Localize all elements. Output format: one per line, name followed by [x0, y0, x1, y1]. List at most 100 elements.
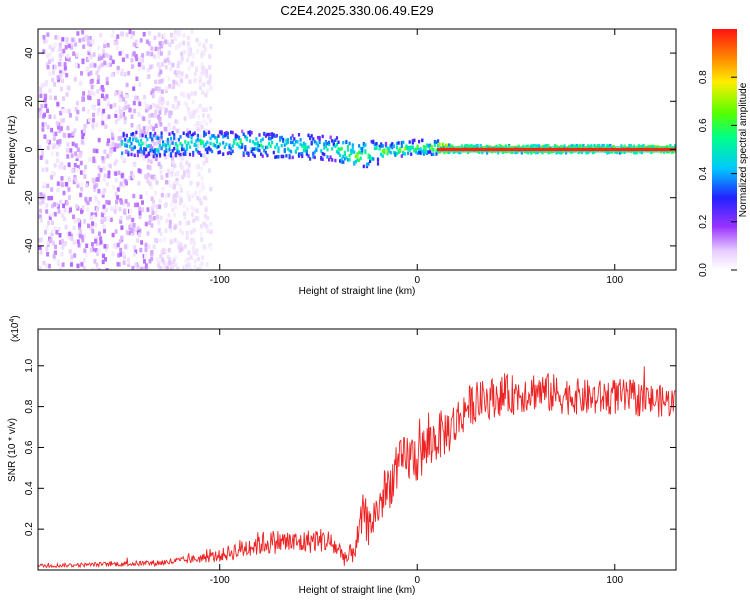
heatmap-cell — [601, 144, 604, 148]
heatmap-cell — [138, 206, 142, 211]
heatmap-cell — [367, 162, 370, 166]
heatmap-cell — [199, 232, 203, 237]
heatmap-cell — [131, 31, 135, 36]
heatmap-cell — [183, 244, 187, 249]
heatmap-cell — [249, 133, 252, 137]
heatmap-cell — [64, 182, 68, 187]
heatmap-cell — [165, 218, 169, 224]
heatmap-cell — [585, 150, 588, 155]
heatmap-cell — [96, 89, 100, 94]
heatmap-cell — [103, 188, 107, 193]
heatmap-cell — [290, 136, 293, 140]
heatmap-cell — [98, 231, 101, 236]
heatmap-cell — [242, 151, 245, 155]
heatmap-cell — [433, 139, 436, 144]
bottom-x-axis-label: Height of straight line (km) — [299, 585, 416, 596]
heatmap-cell — [196, 121, 200, 126]
heatmap-cell — [40, 103, 44, 109]
heatmap-cell — [142, 116, 146, 121]
heatmap-cell — [47, 140, 51, 145]
heatmap-cell — [89, 90, 93, 96]
heatmap-cell — [121, 151, 124, 155]
heatmap-cell — [169, 227, 173, 233]
heatmap-cell — [186, 41, 190, 46]
heatmap-cell — [125, 32, 129, 37]
heatmap-cell — [76, 218, 80, 223]
heatmap-cell — [149, 148, 152, 153]
heatmap-cell — [46, 183, 50, 189]
heatmap-cell — [674, 144, 676, 148]
heatmap-cell — [157, 86, 161, 92]
heatmap-cell — [301, 152, 304, 156]
heatmap-cell — [223, 134, 226, 138]
heatmap-cell — [116, 69, 120, 75]
heatmap-cell — [76, 31, 80, 36]
heatmap-cell — [66, 85, 70, 90]
heatmap-cell — [101, 190, 105, 195]
heatmap-cell — [226, 151, 229, 156]
heatmap-cell — [60, 126, 63, 131]
heatmap-cell — [236, 142, 239, 146]
heatmap-cell — [163, 126, 167, 132]
heatmap-cell — [170, 202, 174, 207]
heatmap-cell — [138, 66, 142, 72]
heatmap-cell — [190, 140, 193, 144]
heatmap-cell — [97, 200, 101, 205]
heatmap-cell — [196, 114, 200, 120]
heatmap-cell — [204, 107, 208, 112]
heatmap-cell — [241, 129, 244, 134]
heatmap-cell — [89, 79, 93, 85]
heatmap-cell — [45, 167, 49, 172]
heatmap-cell — [187, 134, 190, 138]
heatmap-cell — [146, 207, 150, 212]
heatmap-cell — [105, 182, 109, 187]
heatmap-cell — [92, 91, 96, 96]
heatmap-cell — [354, 159, 357, 164]
heatmap-cell — [593, 144, 596, 148]
heatmap-cell — [167, 213, 171, 218]
heatmap-cell — [414, 150, 418, 154]
heatmap-cell — [147, 41, 151, 46]
heatmap-cell — [337, 151, 340, 155]
heatmap-cell — [87, 50, 91, 56]
heatmap-cell — [105, 244, 109, 249]
heatmap-cell — [176, 147, 179, 152]
heatmap-cell — [172, 84, 176, 90]
heatmap-cell — [386, 149, 389, 154]
heatmap-cell — [215, 145, 218, 150]
heatmap-cell — [200, 141, 203, 146]
heatmap-cell — [186, 46, 190, 52]
heatmap-cell — [72, 214, 75, 219]
heatmap-cell — [301, 144, 304, 148]
heatmap-cell — [193, 131, 196, 135]
heatmap-cell — [376, 158, 380, 162]
heatmap-cell — [501, 149, 504, 153]
heatmap-cell — [63, 207, 67, 213]
heatmap-cell — [192, 228, 196, 233]
heatmap-cell — [199, 85, 202, 90]
heatmap-cell — [418, 150, 421, 155]
heatmap-cell — [143, 101, 147, 106]
heatmap-cell — [147, 144, 150, 148]
heatmap-cell — [309, 136, 312, 141]
heatmap-cell — [166, 57, 170, 63]
heatmap-cell — [90, 41, 94, 46]
heatmap-cell — [38, 214, 42, 219]
heatmap-cell — [144, 147, 147, 152]
heatmap-cell — [200, 237, 204, 242]
heatmap-cell — [189, 268, 193, 270]
heatmap-cell — [114, 191, 118, 197]
heatmap-cell — [435, 140, 438, 144]
heatmap-cell — [76, 63, 80, 69]
heatmap-cell — [181, 175, 185, 180]
heatmap-cell — [204, 121, 208, 126]
heatmap-cell — [158, 41, 162, 46]
heatmap-cell — [400, 144, 403, 148]
heatmap-cell — [277, 149, 280, 153]
heatmap-cell — [75, 156, 79, 161]
heatmap-cell — [122, 260, 126, 265]
heatmap-cell — [55, 144, 59, 149]
heatmap-cell — [372, 140, 375, 145]
heatmap-cell — [173, 136, 176, 141]
heatmap-cell — [72, 240, 76, 245]
